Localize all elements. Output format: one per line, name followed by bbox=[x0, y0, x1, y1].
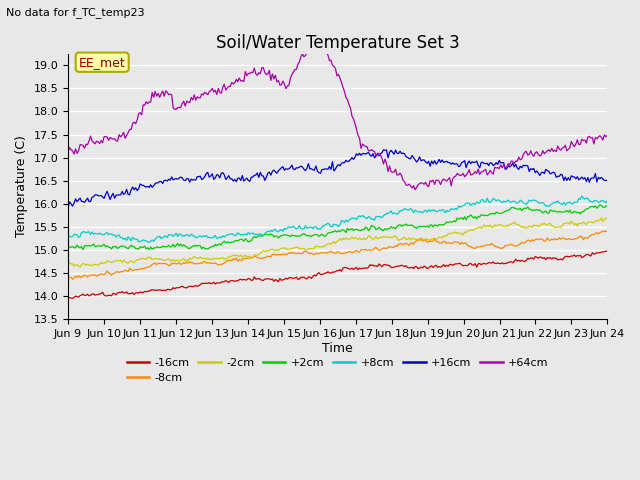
Legend: -16cm, -8cm, -2cm, +2cm, +8cm, +16cm, +64cm: -16cm, -8cm, -2cm, +2cm, +8cm, +16cm, +6… bbox=[122, 353, 553, 388]
X-axis label: Time: Time bbox=[323, 342, 353, 355]
Y-axis label: Temperature (C): Temperature (C) bbox=[15, 135, 28, 237]
Text: No data for f_TC_temp23: No data for f_TC_temp23 bbox=[6, 7, 145, 18]
Text: EE_met: EE_met bbox=[79, 56, 125, 69]
Title: Soil/Water Temperature Set 3: Soil/Water Temperature Set 3 bbox=[216, 34, 460, 52]
